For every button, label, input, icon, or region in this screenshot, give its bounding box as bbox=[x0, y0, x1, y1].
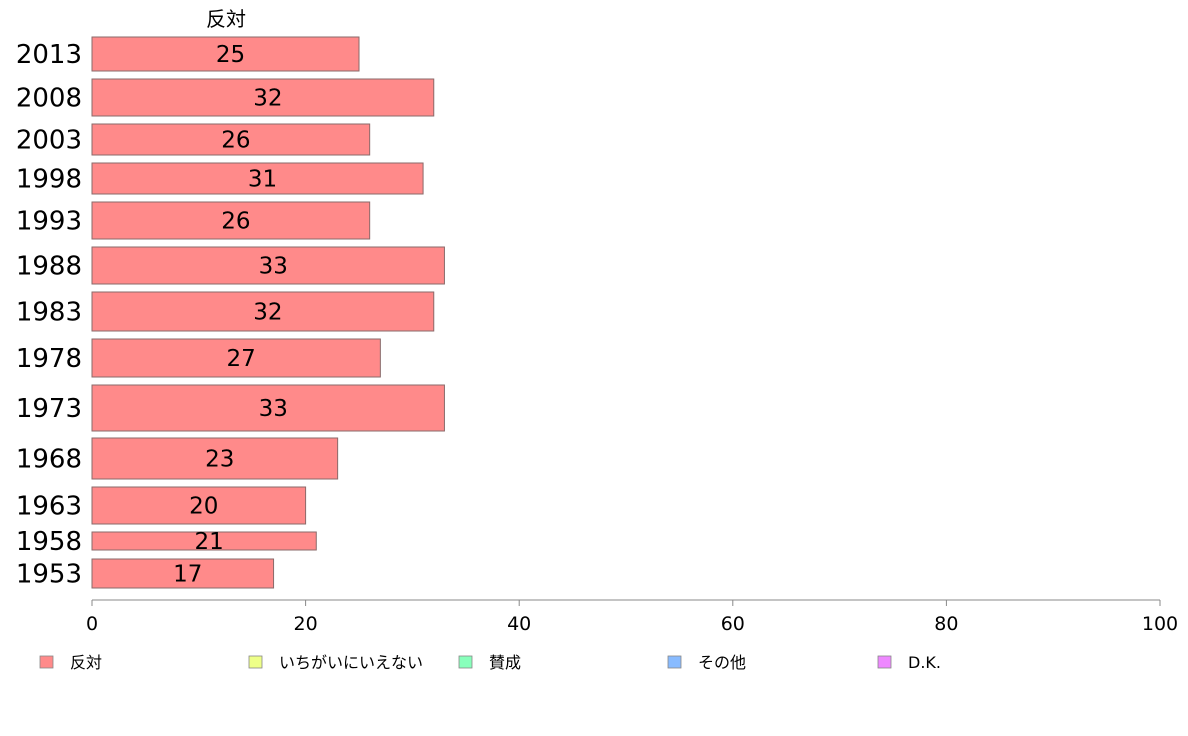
chart-rows: 2013 25 2008 32 2003 26 1998 31 1993 26 1988 33 1983… bbox=[16, 36, 445, 590]
bar bbox=[91, 36, 360, 72]
bar-value-label: 17 bbox=[173, 562, 202, 588]
category-label: 2003 bbox=[16, 126, 82, 156]
category-label: 1958 bbox=[16, 527, 82, 557]
bar-value-label: 23 bbox=[205, 447, 234, 473]
bar bbox=[91, 437, 339, 480]
legend-entry-label: いちがいにいえない bbox=[279, 653, 423, 672]
bar-value-label: 31 bbox=[248, 167, 277, 193]
legend-swatch bbox=[877, 655, 892, 669]
bar bbox=[91, 384, 445, 432]
bar bbox=[91, 201, 371, 240]
bar-value-label: 26 bbox=[221, 209, 250, 235]
category-label: 1988 bbox=[16, 252, 82, 282]
x-tick-label: 0 bbox=[86, 613, 98, 635]
legend-swatch bbox=[39, 655, 54, 669]
legend: 反対 いちがいにいえない 賛成 その他 D.K. bbox=[39, 653, 941, 672]
bar bbox=[91, 531, 317, 551]
category-label: 1978 bbox=[16, 344, 82, 374]
x-tick-label: 80 bbox=[934, 613, 958, 635]
bar-value-label: 21 bbox=[194, 529, 223, 555]
bar bbox=[91, 162, 424, 195]
bar-value-label: 32 bbox=[253, 300, 282, 326]
category-label: 1983 bbox=[16, 298, 82, 328]
category-label: 1998 bbox=[16, 165, 82, 195]
legend-entry-label: 反対 bbox=[70, 653, 102, 672]
bar bbox=[91, 486, 307, 525]
category-label: 1953 bbox=[16, 560, 82, 590]
legend-entry-label: その他 bbox=[698, 653, 746, 672]
x-tick-label: 40 bbox=[507, 613, 531, 635]
bar bbox=[91, 123, 371, 156]
bar bbox=[91, 291, 435, 332]
series-title: 反対 bbox=[206, 7, 246, 31]
legend-entry-label: D.K. bbox=[908, 653, 941, 672]
bar-value-label: 25 bbox=[216, 42, 245, 68]
bar-value-label: 27 bbox=[227, 346, 256, 372]
bar-value-label: 33 bbox=[259, 254, 288, 280]
bar-value-label: 26 bbox=[221, 128, 250, 154]
category-label: 1993 bbox=[16, 207, 82, 237]
category-label: 1963 bbox=[16, 492, 82, 522]
x-tick-label: 100 bbox=[1142, 613, 1178, 635]
x-tick-label: 60 bbox=[721, 613, 745, 635]
category-label: 1973 bbox=[16, 394, 82, 424]
category-label: 2013 bbox=[16, 40, 82, 70]
legend-swatch bbox=[667, 655, 682, 669]
bar bbox=[91, 558, 275, 589]
bar-value-label: 20 bbox=[189, 494, 218, 520]
legend-swatch bbox=[458, 655, 473, 669]
category-label: 1968 bbox=[16, 445, 82, 475]
bar bbox=[91, 338, 381, 378]
legend-entry-label: 賛成 bbox=[489, 653, 521, 672]
bar-value-label: 33 bbox=[259, 396, 288, 422]
x-tick-label: 20 bbox=[294, 613, 318, 635]
x-axis: 0 20 40 60 80 100 bbox=[86, 599, 1178, 635]
bar bbox=[91, 246, 445, 285]
bar-value-label: 32 bbox=[253, 86, 282, 112]
category-label: 2008 bbox=[16, 84, 82, 114]
bar bbox=[91, 78, 435, 117]
legend-swatch bbox=[248, 655, 263, 669]
